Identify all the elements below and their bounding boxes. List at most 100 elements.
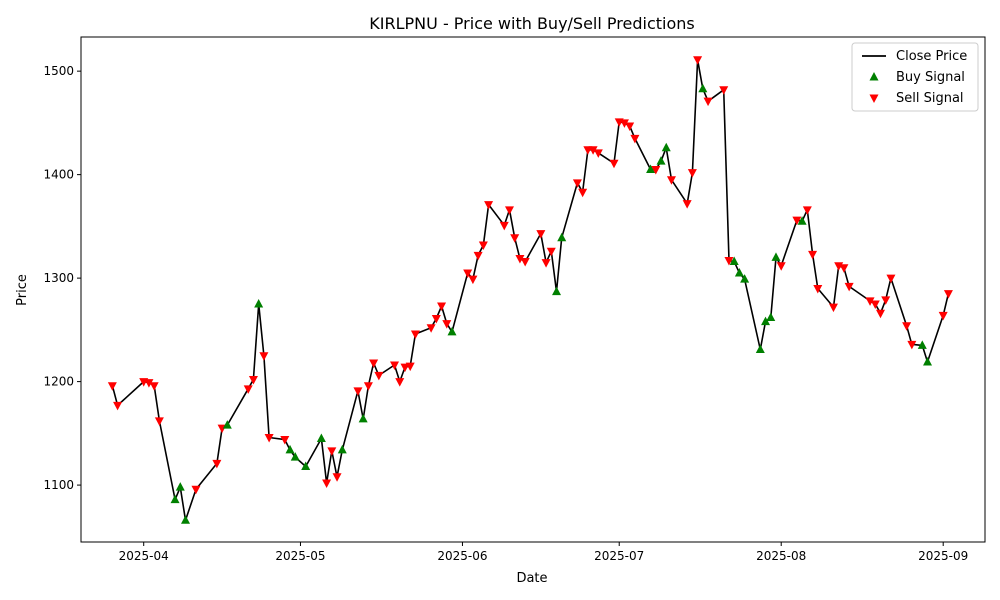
sell-signal-marker bbox=[588, 146, 598, 155]
sell-signal-marker bbox=[431, 314, 441, 324]
legend: Close Price Buy Signal Sell Signal bbox=[851, 42, 979, 112]
sell-signal-marker bbox=[410, 330, 420, 339]
sell-signal-marker bbox=[687, 169, 697, 178]
buy-signal-marker bbox=[734, 267, 744, 277]
sell-signal-marker bbox=[625, 122, 635, 131]
sell-signal-marker bbox=[844, 282, 854, 292]
legend-entry-label: Buy Signal bbox=[896, 70, 965, 85]
sell-signal-marker bbox=[473, 251, 483, 261]
sell-signal-marker bbox=[499, 221, 509, 231]
sell-signal-marker bbox=[442, 320, 452, 329]
sell-signal-marker bbox=[478, 241, 488, 251]
x-tick-label: 2025-05 bbox=[275, 549, 325, 563]
sell-signal-marker bbox=[510, 234, 520, 243]
sell-signal-marker bbox=[776, 262, 786, 271]
buy-signal-marker bbox=[175, 482, 185, 491]
sell-signal-marker bbox=[327, 447, 337, 456]
sell-signal-marker bbox=[149, 382, 159, 391]
buy-signal-marker bbox=[552, 286, 562, 296]
legend-buy-swatch bbox=[869, 72, 879, 81]
sell-signal-marker bbox=[426, 324, 436, 333]
sell-signal-marker bbox=[468, 275, 478, 285]
sell-signal-marker bbox=[651, 165, 661, 175]
sell-signal-marker bbox=[515, 254, 525, 264]
y-tick-label: 1400 bbox=[43, 168, 74, 182]
buy-signal-marker bbox=[646, 164, 656, 173]
sell-signal-marker bbox=[792, 216, 802, 226]
sell-signal-marker bbox=[870, 300, 880, 309]
sell-signal-marker bbox=[907, 340, 917, 350]
buy-signal-marker bbox=[170, 494, 180, 504]
sell-signal-marker bbox=[541, 259, 551, 268]
sell-signal-marker bbox=[578, 188, 588, 198]
chart-title: KIRLPNU - Price with Buy/Sell Prediction… bbox=[369, 14, 694, 33]
legend-sell-swatch bbox=[869, 94, 879, 103]
sell-signal-marker bbox=[593, 149, 603, 158]
x-tick-label: 2025-08 bbox=[756, 549, 806, 563]
x-axis: 2025-04 2025-05 2025-06 2025-07 2025-08 2025-… bbox=[119, 542, 968, 563]
buy-signal-marker bbox=[337, 444, 347, 454]
legend-entry-label: Close Price bbox=[896, 49, 967, 64]
sell-signal-marker bbox=[280, 436, 290, 445]
buy-signal-marker bbox=[771, 252, 781, 261]
buy-signal-marker bbox=[761, 316, 771, 326]
sell-signal-marker bbox=[881, 296, 891, 305]
sell-signal-marker bbox=[938, 311, 948, 321]
buy-signal-marker bbox=[755, 344, 765, 354]
sell-signal-marker bbox=[113, 401, 123, 411]
axes-frame bbox=[80, 36, 986, 543]
buy-signal-marker bbox=[358, 413, 368, 423]
buy-signal-marker bbox=[729, 256, 739, 266]
sell-signal-marker bbox=[839, 264, 849, 273]
buy-signal-marker bbox=[222, 420, 232, 429]
buy-signal-marker bbox=[656, 156, 666, 165]
buy-signal-marker bbox=[290, 452, 300, 461]
sell-signal-marker bbox=[243, 385, 253, 394]
buy-signal-marker bbox=[181, 515, 191, 524]
sell-signal-marker bbox=[144, 379, 154, 388]
sell-signal-marker bbox=[154, 417, 164, 426]
sell-signal-marker bbox=[546, 247, 556, 257]
sell-signal-marker bbox=[212, 459, 222, 469]
sell-signal-marker bbox=[719, 86, 729, 95]
y-tick-label: 1300 bbox=[43, 271, 74, 285]
sell-signal-marker bbox=[609, 159, 619, 169]
sell-signal-marker bbox=[484, 201, 494, 210]
buy-signal-marker bbox=[447, 326, 457, 336]
sell-signal-marker bbox=[248, 376, 258, 385]
buy-signal-marker bbox=[285, 444, 295, 454]
sell-signal-marker bbox=[682, 200, 692, 209]
sell-signal-marker bbox=[395, 378, 405, 387]
y-tick-label: 1100 bbox=[43, 478, 74, 492]
y-tick-label: 1500 bbox=[43, 64, 74, 78]
buy-signal-marker bbox=[557, 232, 567, 242]
sell-signal-marker bbox=[875, 309, 885, 319]
y-axis: 1100 1200 1300 1400 1500 bbox=[43, 64, 81, 492]
buy-signal-marker bbox=[766, 312, 776, 321]
sell-signal-marker bbox=[536, 230, 546, 239]
x-tick-label: 2025-07 bbox=[594, 549, 644, 563]
legend-entry-label: Sell Signal bbox=[896, 91, 964, 106]
x-tick-label: 2025-09 bbox=[918, 549, 968, 563]
sell-signal-marker bbox=[390, 361, 400, 371]
x-tick-label: 2025-04 bbox=[119, 549, 169, 563]
sell-signal-marker bbox=[902, 322, 912, 331]
sell-signal-marker bbox=[400, 363, 410, 373]
sell-signal-marker bbox=[572, 179, 582, 188]
sell-signal-marker bbox=[437, 302, 447, 312]
sell-signal-marker bbox=[703, 97, 713, 107]
sell-signal-marker bbox=[865, 297, 875, 306]
sell-signal-marker bbox=[619, 119, 629, 128]
sell-signal-marker bbox=[353, 387, 363, 396]
buy-signal-marker bbox=[698, 83, 708, 93]
x-tick-label: 2025-06 bbox=[437, 549, 487, 563]
buy-signal-marker bbox=[254, 298, 264, 308]
sell-signal-marker bbox=[363, 382, 373, 391]
sell-signal-marker bbox=[724, 257, 734, 266]
sell-signal-marker bbox=[264, 433, 274, 443]
buy-signal-marker bbox=[797, 216, 807, 225]
sell-signal-marker bbox=[369, 359, 379, 368]
buy-signal-marker bbox=[917, 340, 927, 349]
